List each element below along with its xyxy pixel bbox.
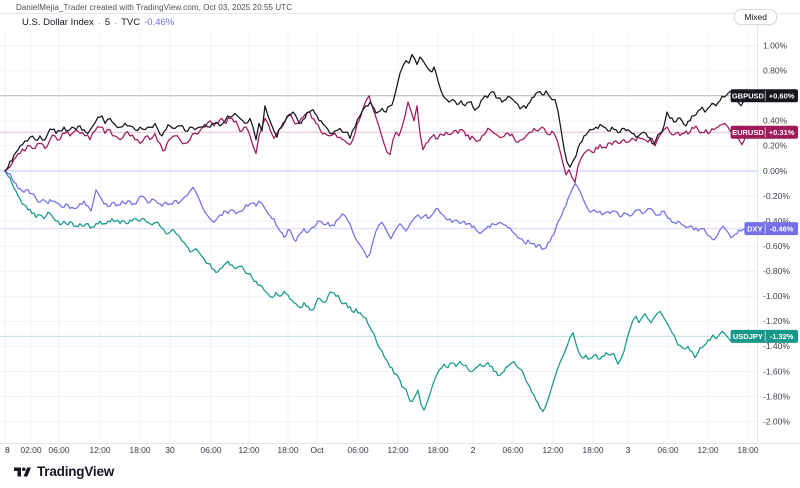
badge-symbol-name: GBPUSD (732, 92, 765, 101)
x-tick-label: 3 (626, 445, 631, 455)
y-tick-label: 1.00% (763, 41, 788, 51)
x-tick-label: 06:00 (48, 445, 70, 455)
x-tick-label: 06:00 (502, 445, 524, 455)
x-tick-label: 18:00 (129, 445, 151, 455)
y-tick-label: -0.40% (763, 216, 790, 226)
x-tick-label: 18:00 (582, 445, 604, 455)
time-axis[interactable]: 8 02:00 06:00 12:00 18:00 30 06:00 12:00 18:00 Oc… (5, 445, 759, 455)
symbol-interval: 5 (104, 17, 111, 28)
y-tick-label: -0.80% (763, 266, 790, 276)
y-tick-label: -1.20% (763, 316, 790, 326)
y-tick-label: 0.20% (763, 141, 788, 151)
x-tick-label: 30 (165, 445, 175, 455)
x-tick-label: 12:00 (387, 445, 409, 455)
x-tick-label: 18:00 (427, 445, 449, 455)
x-tick-label: 12:00 (542, 445, 564, 455)
y-tick-label: -0.60% (763, 241, 790, 251)
price-badge-DXY[interactable]: DXY -0.46% (744, 222, 798, 236)
chart-grid (0, 30, 757, 443)
attribution-text: DanielMejia_Trader created with TradingV… (16, 3, 293, 12)
legend-separator: · (97, 17, 101, 28)
y-tick-label: 0.40% (763, 116, 788, 126)
y-tick-label: 0.80% (763, 66, 788, 76)
x-tick-label: 06:00 (657, 445, 679, 455)
series-line-EURUSD[interactable] (4, 95, 756, 183)
market-status-badge[interactable]: Mixed (734, 9, 777, 25)
symbol-legend[interactable]: U.S. Dollar Index · 5 · TVC -0.46% (22, 17, 174, 28)
badge-change-value: +0.31% (769, 128, 795, 137)
series-line-USDJPY[interactable] (4, 170, 756, 413)
x-tick-label: 02:00 (20, 445, 42, 455)
x-tick-label: 8 (5, 445, 10, 455)
header-divider (0, 13, 800, 14)
x-tick-label: 18:00 (277, 445, 299, 455)
x-tick-label: 2 (471, 445, 476, 455)
badge-symbol-name: EURUSD (732, 128, 764, 137)
x-tick-label: Oct (310, 445, 324, 455)
symbol-title: U.S. Dollar Index (22, 17, 94, 28)
y-tick-label: -1.60% (763, 366, 790, 376)
legend-separator: · (114, 17, 118, 28)
badge-symbol-name: DXY (747, 224, 762, 233)
y-tick-label: -0.20% (763, 191, 790, 201)
x-tick-label: 06:00 (200, 445, 222, 455)
y-tick-label: 0.00% (763, 166, 788, 176)
symbol-exchange: TVC (121, 17, 141, 28)
y-tick-label: -1.00% (763, 291, 790, 301)
price-badge-EURUSD[interactable]: EURUSD +0.31% (730, 125, 798, 139)
badge-change-value: -1.32% (770, 332, 794, 341)
y-tick-label: -2.00% (763, 416, 790, 426)
y-tick-label: -1.80% (763, 391, 790, 401)
badge-change-value: +0.60% (769, 92, 795, 101)
y-tick-label: -1.40% (763, 341, 790, 351)
x-tick-label: 12:00 (89, 445, 111, 455)
badge-symbol-name: USDJPY (733, 332, 763, 341)
tradingview-logo[interactable]: TradingView (14, 464, 114, 479)
x-tick-label: 12:00 (238, 445, 260, 455)
badge-change-value: -0.46% (770, 224, 794, 233)
series-line-GBPUSD[interactable] (4, 53, 756, 172)
x-tick-label: 06:00 (347, 445, 369, 455)
price-badge-USDJPY[interactable]: USDJPY -1.32% (730, 329, 798, 343)
x-tick-label: 18:00 (737, 445, 759, 455)
symbol-change-value: -0.46% (144, 17, 175, 28)
tradingview-logo-text: TradingView (37, 464, 115, 479)
series-line-DXY[interactable] (4, 170, 756, 259)
x-tick-label: 12:00 (697, 445, 719, 455)
tradingview-icon (14, 466, 31, 478)
price-badge-GBPUSD[interactable]: GBPUSD +0.60% (730, 89, 798, 103)
